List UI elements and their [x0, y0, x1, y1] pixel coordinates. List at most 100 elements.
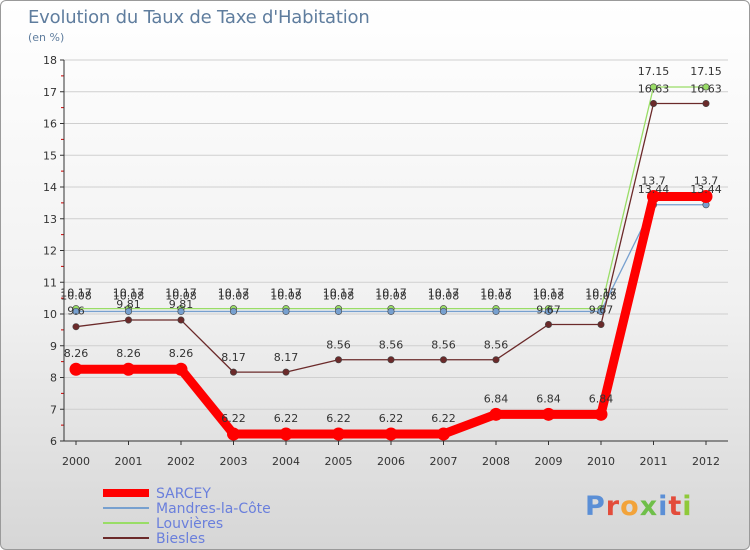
data-label: 10.08 — [218, 289, 250, 302]
data-point — [332, 427, 345, 441]
data-label: 8.26 — [169, 347, 194, 360]
data-point — [174, 362, 188, 376]
x-tick-label: 2011 — [640, 455, 668, 468]
data-label: 10.17 — [218, 287, 250, 300]
data-label: 8.56 — [431, 339, 456, 352]
y-tick-label: 6 — [50, 435, 57, 448]
data-label: 9.81 — [116, 298, 141, 311]
data-point — [384, 427, 398, 441]
data-point — [282, 368, 290, 376]
data-point — [72, 323, 80, 331]
x-tick-label: 2002 — [167, 455, 195, 468]
data-point — [230, 368, 238, 376]
logo-letter: r — [605, 491, 621, 522]
y-tick-label: 17 — [43, 86, 57, 99]
data-label: 10.17 — [375, 287, 407, 300]
data-label: 9.67 — [589, 303, 614, 316]
y-tick-label: 13 — [43, 213, 57, 226]
data-label: 8.17 — [274, 351, 299, 364]
data-point — [125, 316, 133, 324]
data-point — [702, 83, 710, 91]
legend-label: Louvières — [156, 516, 223, 532]
x-tick-label: 2004 — [272, 455, 300, 468]
x-tick-label: 2010 — [587, 455, 615, 468]
data-label: 17.15 — [690, 65, 722, 78]
data-label: 13.44 — [690, 183, 722, 196]
data-point — [699, 190, 713, 204]
data-label: 10.08 — [585, 289, 617, 302]
data-label: 10.08 — [113, 289, 145, 302]
proxiti-logo: Proxiti — [585, 491, 693, 522]
data-point — [387, 307, 395, 315]
y-tick-label: 11 — [43, 276, 57, 289]
y-axis-unit: (en %) — [28, 31, 65, 44]
series-line-biesles — [75, 102, 707, 373]
data-label: 6.22 — [274, 412, 299, 425]
data-label: 9.67 — [536, 303, 561, 316]
data-point — [279, 427, 293, 441]
data-label: 9.81 — [169, 298, 194, 311]
data-point — [649, 99, 657, 107]
x-tick-label: 2000 — [62, 455, 90, 468]
y-tick-label: 9 — [50, 340, 57, 353]
data-point — [542, 407, 555, 421]
logo-letter: i — [682, 491, 693, 522]
data-label: 8.56 — [484, 339, 509, 352]
x-tick-label: 2005 — [325, 455, 353, 468]
data-label: 13.7 — [694, 175, 719, 188]
data-label: 9.6 — [67, 305, 85, 318]
data-point — [334, 307, 342, 315]
y-tick-label: 14 — [43, 181, 57, 194]
data-label: 6.22 — [326, 412, 351, 425]
data-point — [544, 320, 552, 328]
data-point — [227, 427, 240, 441]
data-point — [125, 307, 133, 315]
data-label: 6.84 — [536, 392, 561, 405]
legend-label: Biesles — [156, 531, 205, 547]
data-label: 6.84 — [589, 392, 614, 405]
data-label: 6.84 — [484, 392, 509, 405]
data-label: 10.08 — [533, 289, 565, 302]
data-label: 10.17 — [428, 287, 460, 300]
x-tick-label: 2001 — [115, 455, 143, 468]
data-label: 10.08 — [323, 289, 355, 302]
logo-letter: P — [585, 491, 606, 522]
data-point — [594, 407, 608, 421]
logo-letter: x — [639, 491, 659, 522]
data-label: 10.08 — [60, 289, 92, 302]
grid-lines — [64, 59, 728, 442]
data-label: 10.08 — [270, 289, 302, 302]
data-label: 10.17 — [323, 287, 355, 300]
legend-label: SARCEY — [156, 486, 211, 502]
logo-letter: o — [620, 491, 640, 522]
x-tick-label: 2006 — [377, 455, 405, 468]
data-point — [702, 99, 710, 107]
logo-letter: t — [668, 491, 683, 522]
data-point — [122, 362, 135, 376]
y-tick-label: 15 — [43, 149, 57, 162]
x-tick-label: 2008 — [482, 455, 510, 468]
data-label: 10.17 — [585, 287, 617, 300]
y-tick-label: 18 — [43, 54, 57, 67]
data-label: 8.26 — [64, 347, 89, 360]
data-point — [439, 356, 447, 364]
data-point — [282, 307, 290, 315]
y-tick-label: 10 — [43, 308, 57, 321]
data-label: 13.7 — [641, 175, 666, 188]
x-tick-label: 2003 — [220, 455, 248, 468]
data-point — [492, 307, 500, 315]
data-label: 10.08 — [428, 289, 460, 302]
x-tick-label: 2012 — [692, 455, 720, 468]
data-label: 10.17 — [113, 287, 145, 300]
data-label: 10.17 — [480, 287, 512, 300]
data-label: 10.17 — [60, 287, 92, 300]
series-line-louvières — [75, 86, 707, 310]
data-point — [597, 320, 605, 328]
data-point — [439, 307, 447, 315]
data-label: 16.63 — [690, 82, 722, 95]
legend-label: Mandres-la-Côte — [156, 501, 271, 517]
data-label: 10.08 — [480, 289, 512, 302]
